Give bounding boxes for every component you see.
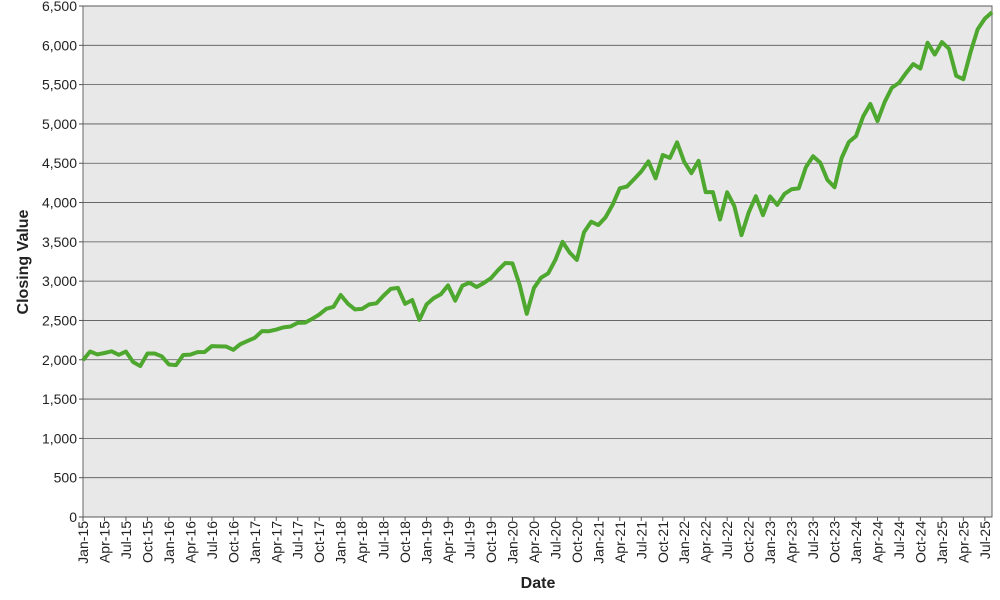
data-line xyxy=(81,10,994,369)
y-tick-label: 5,000 xyxy=(42,116,77,132)
y-tick-label: 4,000 xyxy=(42,195,77,211)
x-tick-label: Oct-22 xyxy=(741,521,757,563)
x-tick-label: Oct-18 xyxy=(397,521,413,563)
x-tick-label: Jul-19 xyxy=(462,521,478,559)
x-tick-label: Jan-19 xyxy=(419,521,435,564)
x-tick-label: Oct-16 xyxy=(225,521,241,563)
x-tick-label: Oct-24 xyxy=(912,521,928,563)
x-tick-label: Oct-19 xyxy=(483,521,499,563)
y-tick-label: 2,500 xyxy=(42,312,77,328)
plot-area xyxy=(82,5,993,518)
y-tick-label: 0 xyxy=(69,509,77,525)
x-tick-label: Apr-25 xyxy=(955,521,971,563)
x-tick-label: Jan-22 xyxy=(676,521,692,564)
x-tick-label: Jan-25 xyxy=(934,521,950,564)
x-tick-label: Oct-17 xyxy=(311,521,327,563)
x-tick-label: Jan-23 xyxy=(762,521,778,564)
y-tick-label: 1,500 xyxy=(42,391,77,407)
x-tick-label: Oct-15 xyxy=(139,521,155,563)
y-tick-label: 2,000 xyxy=(42,352,77,368)
y-tick-label: 4,500 xyxy=(42,155,77,171)
x-tick-label: Apr-21 xyxy=(612,521,628,563)
x-tick-label: Jul-17 xyxy=(290,521,306,559)
x-tick-label: Apr-19 xyxy=(440,521,456,563)
x-tick-label: Jan-16 xyxy=(161,521,177,564)
x-tick-label: Jan-18 xyxy=(333,521,349,564)
x-tick-label: Jul-20 xyxy=(547,521,563,559)
x-tick-label: Oct-23 xyxy=(827,521,843,563)
x-tick-label: Apr-17 xyxy=(268,521,284,563)
y-tick-label: 3,000 xyxy=(42,273,77,289)
y-tick-label: 6,500 xyxy=(42,0,77,14)
y-tick-label: 6,000 xyxy=(42,37,77,53)
x-tick-label: Apr-20 xyxy=(526,521,542,563)
x-tick-label: Jan-24 xyxy=(848,521,864,564)
x-tick-label: Jan-15 xyxy=(75,521,91,564)
x-axis-title: Date xyxy=(521,575,556,592)
x-tick-label: Jul-15 xyxy=(118,521,134,559)
x-tick-label: Apr-22 xyxy=(698,521,714,563)
y-tick-label: 5,500 xyxy=(42,77,77,93)
x-tick-label: Oct-21 xyxy=(655,521,671,563)
x-tick-label: Jan-20 xyxy=(504,521,520,564)
y-tick-label: 500 xyxy=(54,470,78,486)
x-tick-label: Jul-23 xyxy=(805,521,821,559)
y-tick-label: 3,500 xyxy=(42,234,77,250)
x-tick-label: Jul-18 xyxy=(376,521,392,559)
y-axis-title: Closing Value xyxy=(15,209,32,314)
x-tick-label: Oct-20 xyxy=(569,521,585,563)
x-tick-label: Apr-23 xyxy=(784,521,800,563)
x-tick-label: Jul-24 xyxy=(891,521,907,559)
y-tick-label: 1,000 xyxy=(42,430,77,446)
x-tick-label: Jul-16 xyxy=(204,521,220,559)
x-tick-label: Apr-18 xyxy=(354,521,370,563)
x-tick-label: Apr-16 xyxy=(182,521,198,563)
x-tick-label: Jul-25 xyxy=(977,521,993,559)
x-tick-label: Apr-15 xyxy=(96,521,112,563)
x-tick-label: Jul-21 xyxy=(633,521,649,559)
x-tick-label: Jul-22 xyxy=(719,521,735,559)
x-tick-label: Jan-21 xyxy=(590,521,606,564)
x-tick-label: Jan-17 xyxy=(247,521,263,564)
x-tick-label: Apr-24 xyxy=(869,521,885,563)
